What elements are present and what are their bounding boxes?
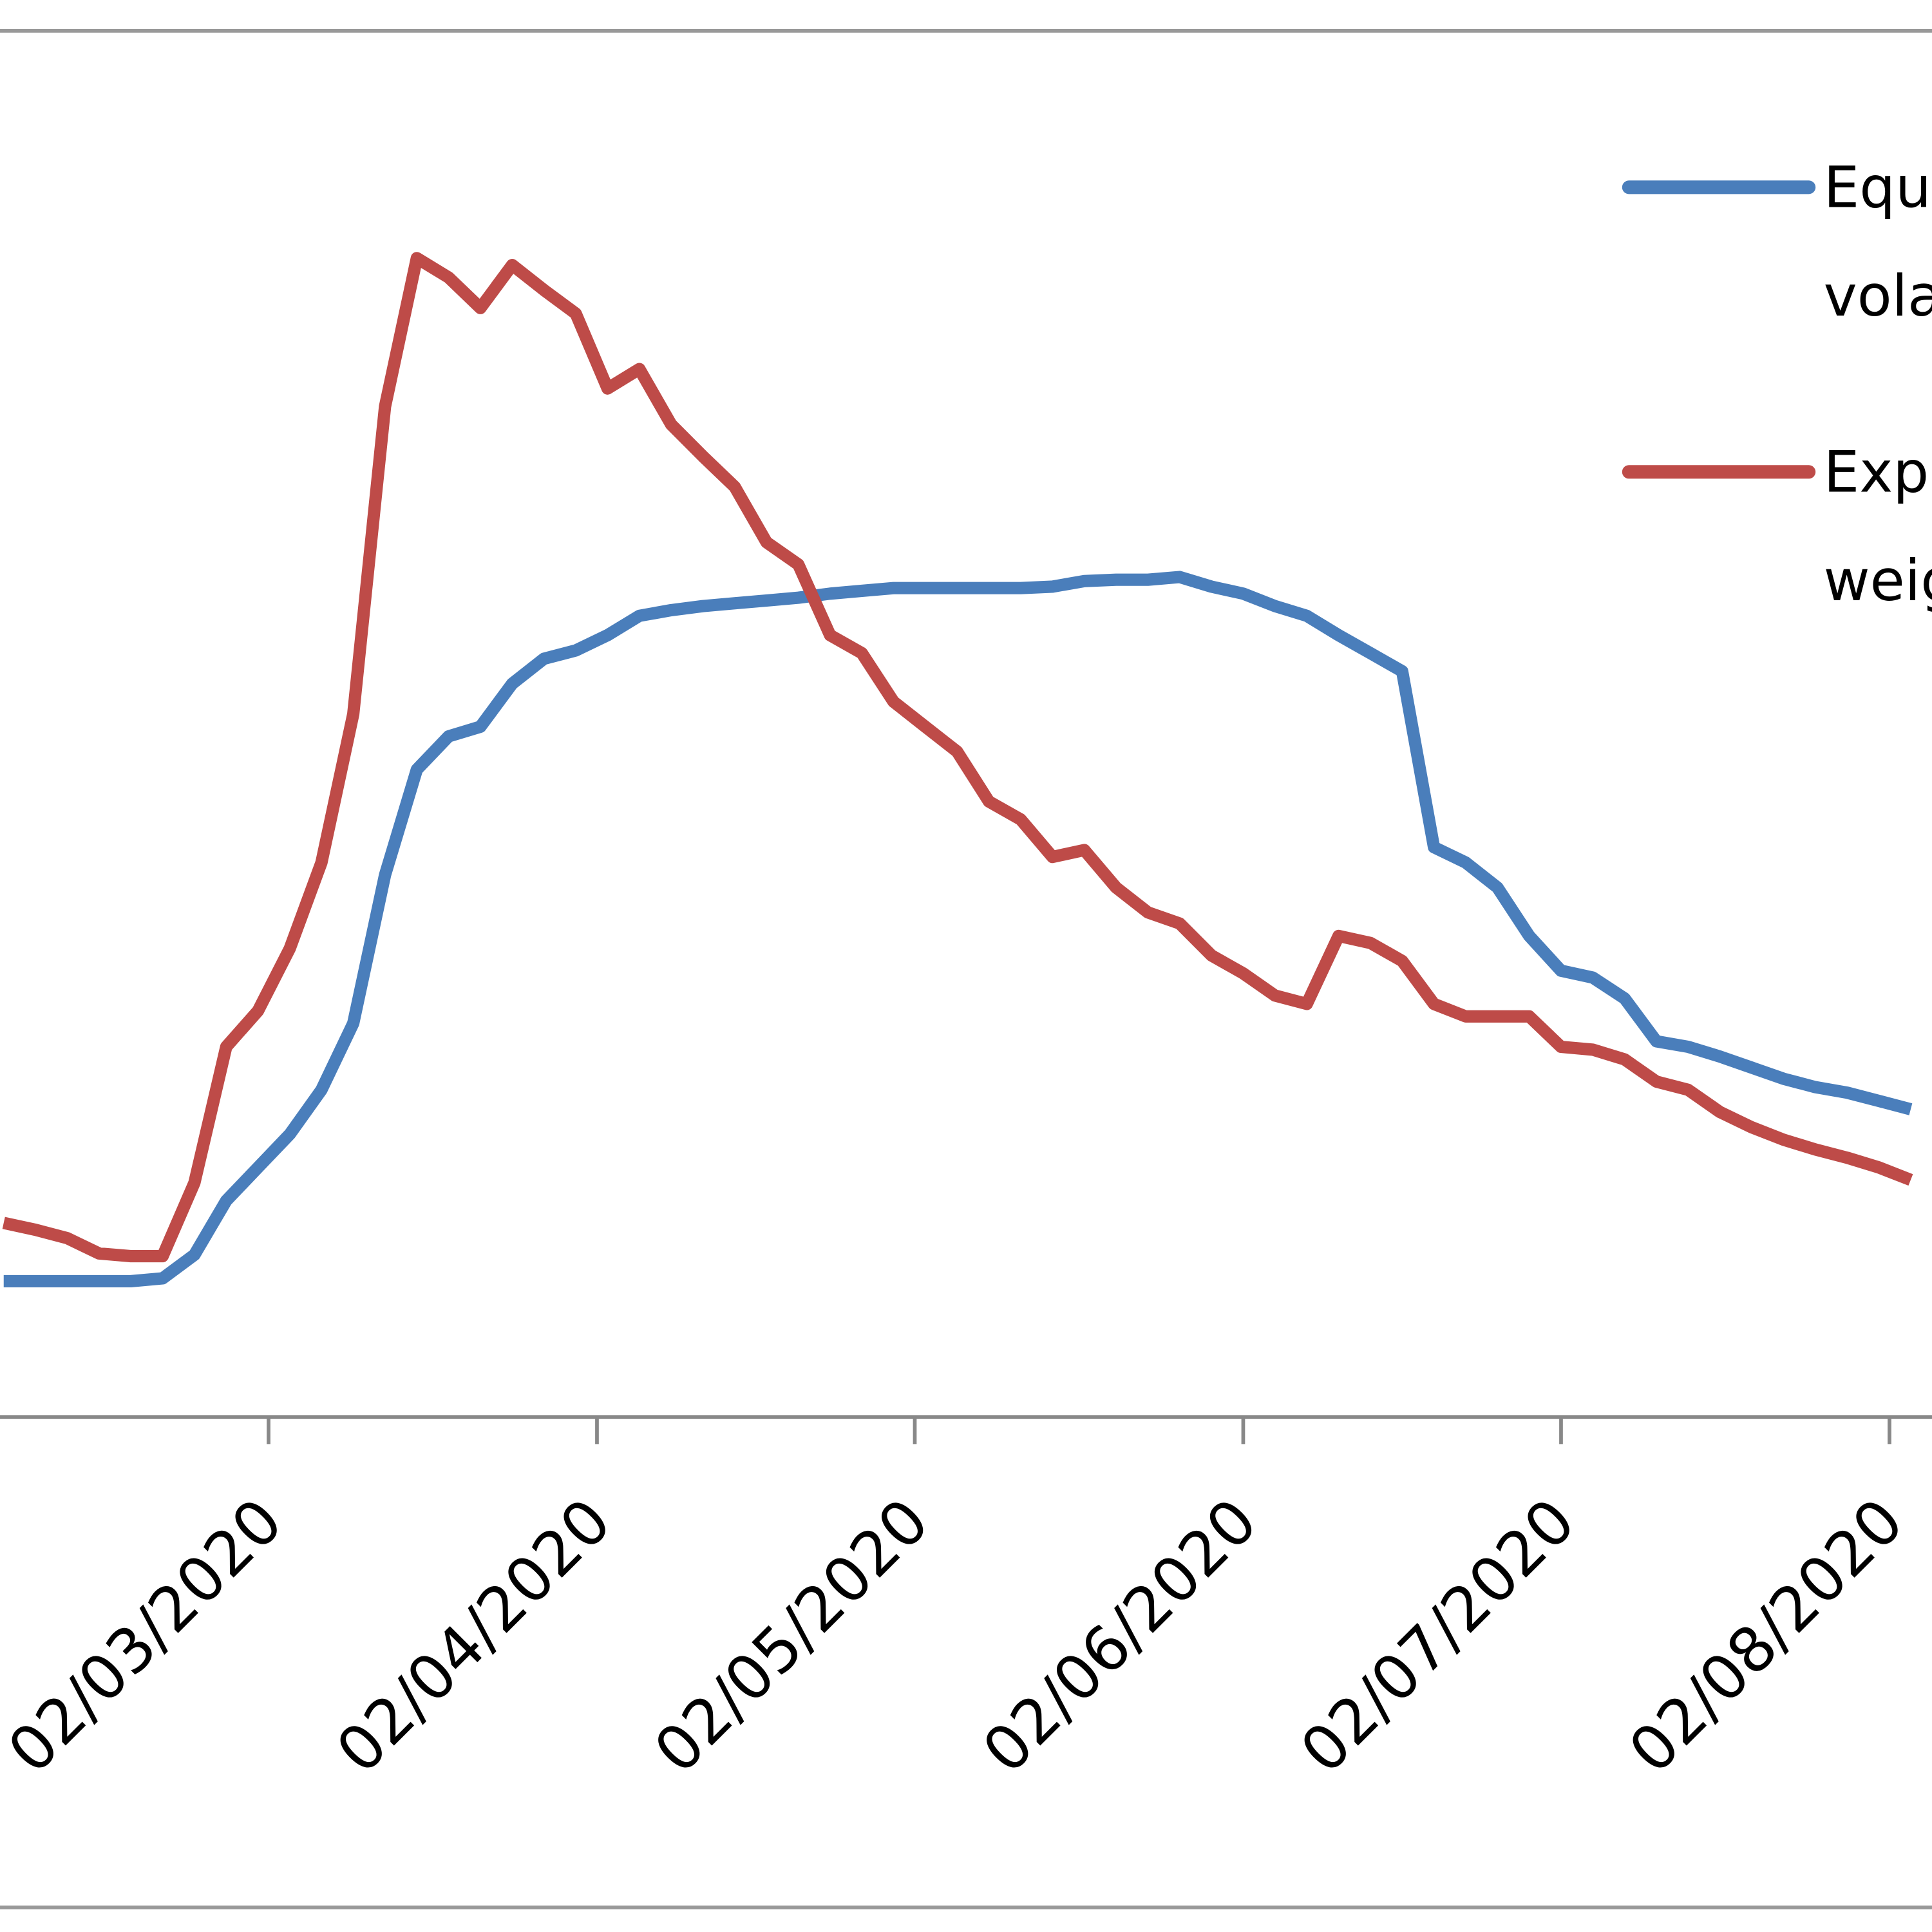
series-line (3, 571, 1913, 1287)
legend-entry: Exponentially weighted volatility (1823, 439, 1932, 664)
legend-label: Equally weighted volatility (1823, 154, 1932, 329)
legend-entry: Equally weighted volatility (1823, 154, 1932, 329)
legend-label: Exponentially weighted volatility (1823, 439, 1932, 664)
series-line (2, 252, 1913, 1263)
